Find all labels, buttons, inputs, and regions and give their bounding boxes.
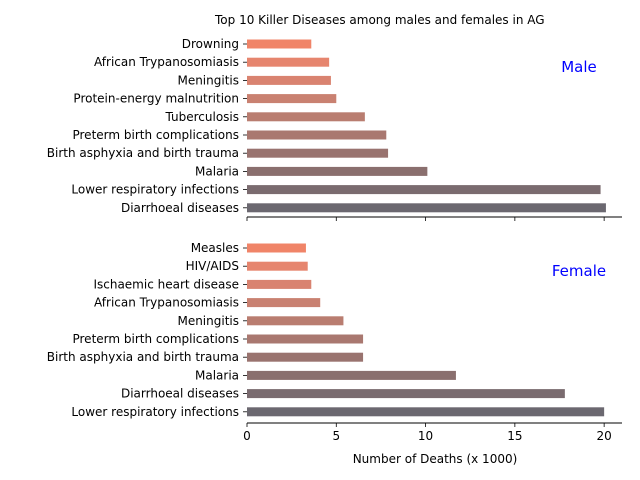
male-bar	[247, 75, 331, 85]
male-bar	[247, 112, 365, 122]
female-category-label: Ischaemic heart disease	[93, 277, 239, 291]
female-category-label: Diarrhoeal diseases	[121, 387, 239, 401]
male-panel: Drowning African Trypanosomiasis Meningiti…	[47, 37, 622, 221]
male-category-label: Preterm birth complications	[72, 128, 239, 142]
female-category-label: HIV/AIDS	[186, 259, 239, 273]
male-bar	[247, 148, 389, 158]
male-category-label: Drowning	[182, 37, 239, 51]
female-bar	[247, 370, 456, 380]
x-axis-label: Number of Deaths (x 1000)	[353, 452, 518, 466]
male-bar	[247, 130, 387, 140]
female-bar	[247, 243, 306, 253]
female-bar	[247, 352, 364, 362]
female-panel-label: Female	[552, 262, 606, 280]
male-bar	[247, 39, 312, 49]
female-bar	[247, 334, 364, 344]
female-bar	[247, 298, 321, 308]
male-category-label: Birth asphyxia and birth trauma	[47, 146, 239, 160]
male-category-label: Protein-energy malnutrition	[73, 92, 239, 106]
female-bar	[247, 261, 308, 271]
x-tick-label: 10	[418, 429, 433, 443]
female-category-label: Meningitis	[177, 314, 239, 328]
male-category-label: Lower respiratory infections	[71, 183, 239, 197]
male-bar	[247, 185, 601, 195]
female-category-label: Measles	[191, 241, 239, 255]
x-tick-label: 0	[243, 429, 251, 443]
female-category-label: African Trypanosomiasis	[94, 296, 239, 310]
female-category-label: Preterm birth complications	[72, 332, 239, 346]
female-panel: Measles HIV/AIDS Ischaemic heart disease Af…	[47, 241, 622, 424]
male-category-label: Diarrhoeal diseases	[121, 201, 239, 215]
chart-title: Top 10 Killer Diseases among males and f…	[214, 13, 545, 27]
x-tick-label: 15	[507, 429, 522, 443]
female-bar	[247, 389, 565, 399]
male-panel-label: Male	[561, 58, 597, 76]
female-bar	[247, 279, 312, 289]
x-axis: 0 5 10 15 20	[243, 423, 612, 443]
male-category-label: Malaria	[195, 164, 239, 178]
male-bar	[247, 57, 330, 67]
male-category-label: Meningitis	[177, 73, 239, 87]
male-bar	[247, 94, 337, 104]
x-tick-label: 20	[597, 429, 612, 443]
female-category-label: Lower respiratory infections	[71, 405, 239, 419]
x-tick-label: 5	[332, 429, 340, 443]
female-bar	[247, 407, 605, 417]
male-category-label: African Trypanosomiasis	[94, 55, 239, 69]
female-category-label: Birth asphyxia and birth trauma	[47, 350, 239, 364]
male-category-label: Tuberculosis	[165, 110, 240, 124]
male-bar	[247, 203, 606, 213]
female-category-label: Malaria	[195, 368, 239, 382]
male-bar	[247, 166, 428, 176]
female-bar	[247, 316, 344, 326]
